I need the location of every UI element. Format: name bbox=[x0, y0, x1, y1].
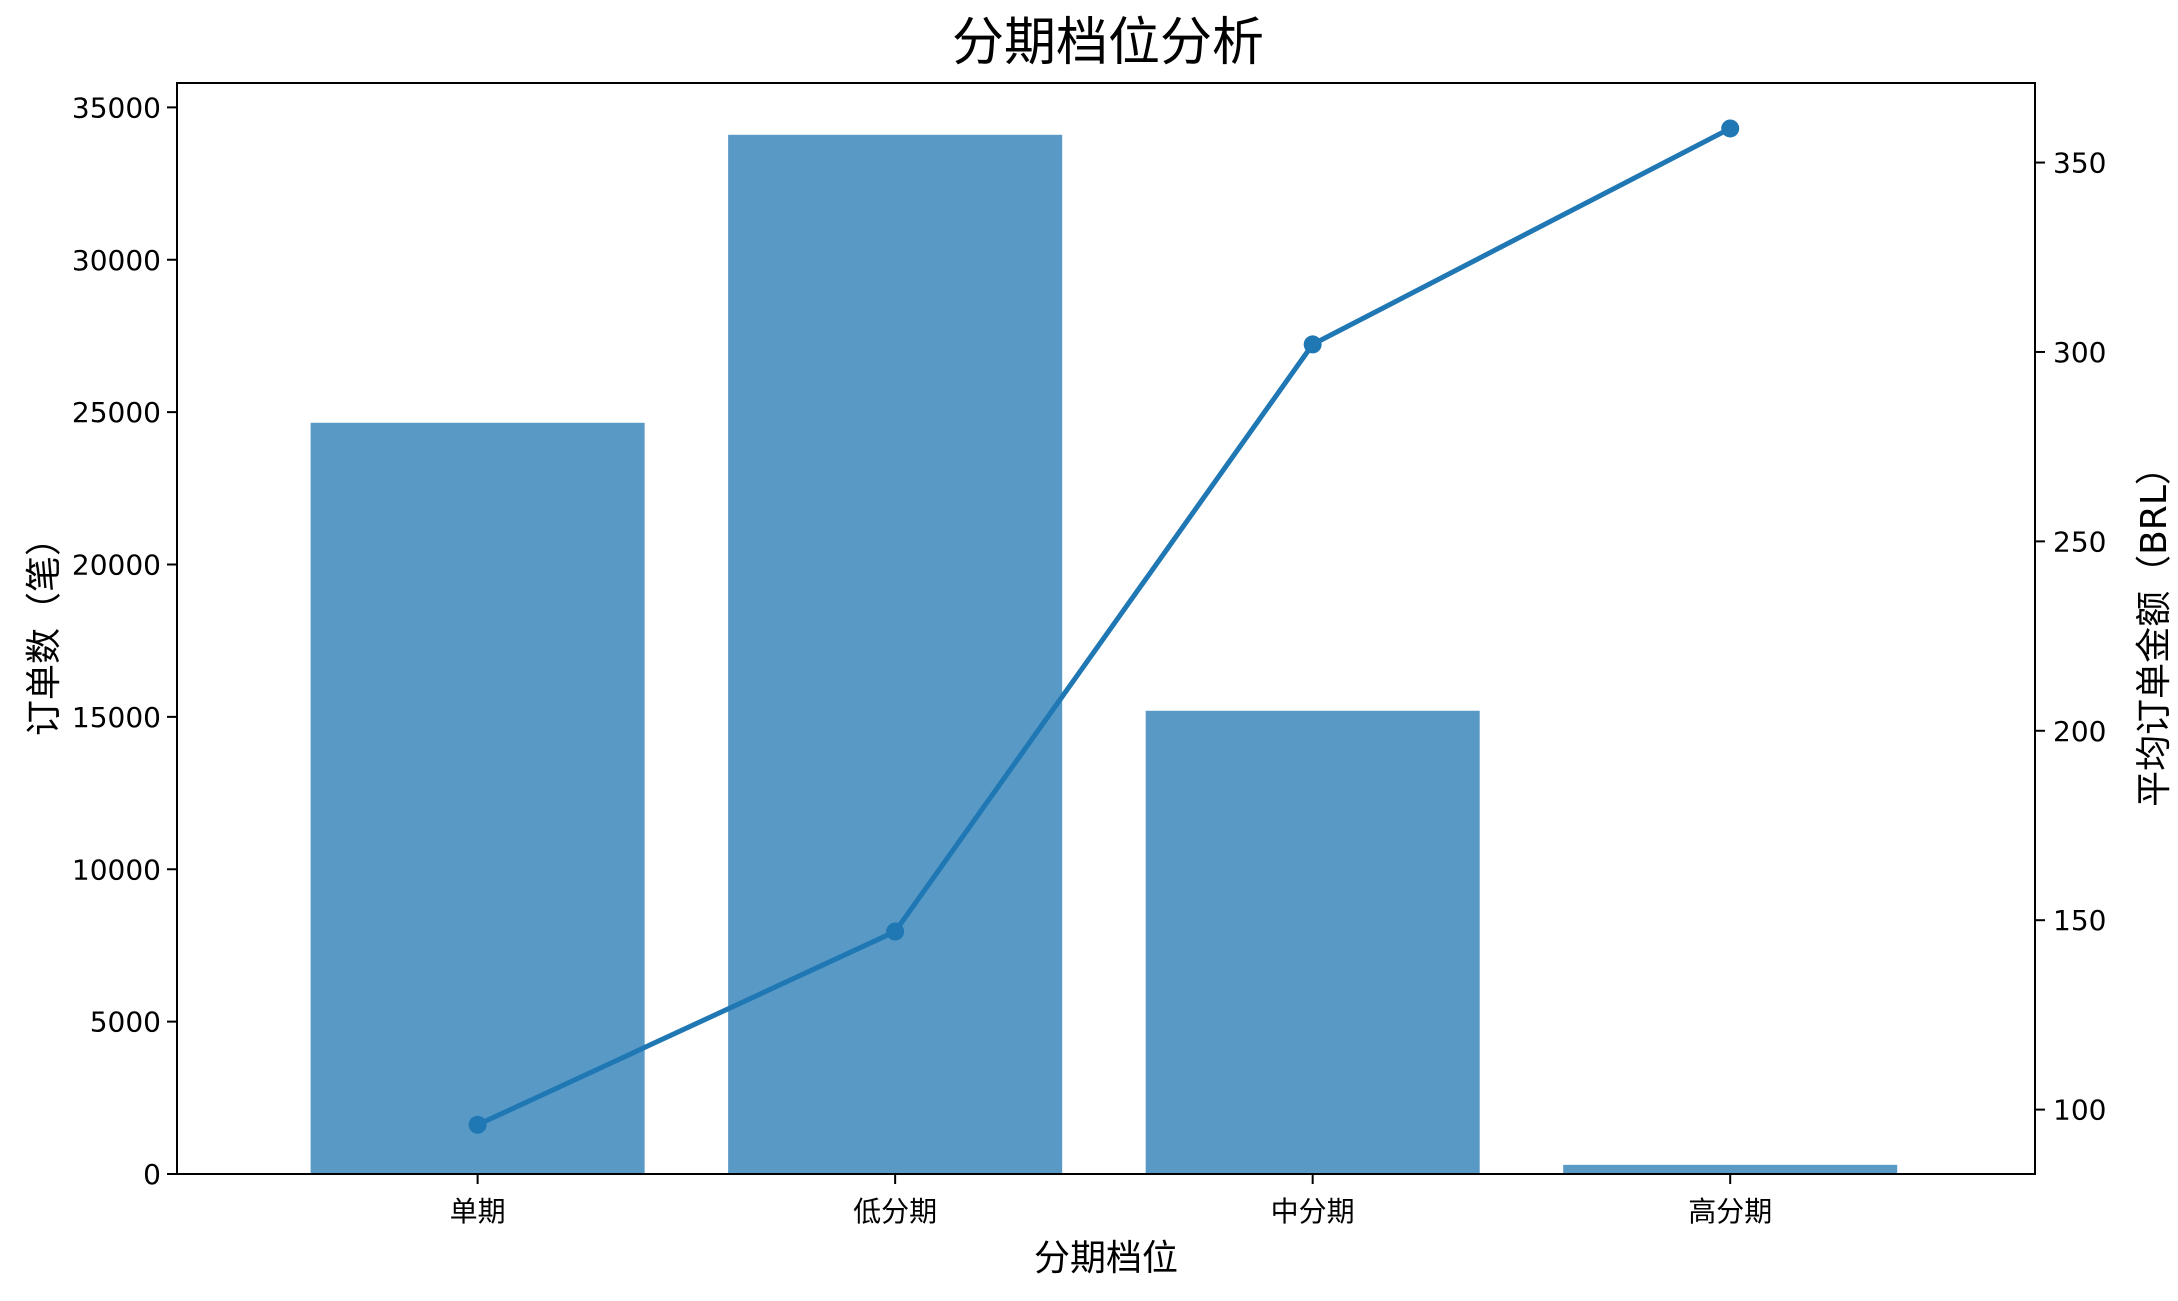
y-tick-label-3: 15000 bbox=[72, 701, 161, 734]
x-tick-label-2: 中分期 bbox=[1271, 1195, 1355, 1228]
y2-tick-label-5: 350 bbox=[2053, 147, 2106, 180]
line-series bbox=[476, 126, 1732, 1128]
y2-tick-label-0: 100 bbox=[2053, 1094, 2106, 1127]
y-tick-label-4: 20000 bbox=[72, 549, 161, 582]
x-tick-label-1: 低分期 bbox=[853, 1195, 937, 1228]
y2-tick-label-4: 300 bbox=[2053, 336, 2106, 369]
x-tick-label-3: 高分期 bbox=[1688, 1195, 1772, 1228]
line-point-0 bbox=[468, 1115, 487, 1134]
left-y-axis: 0 5000 10000 15000 20000 25000 30000 35000 bbox=[72, 91, 177, 1191]
y2-axis-label: 平均订单金额（BRL） bbox=[2134, 449, 2175, 807]
bar-0 bbox=[310, 422, 645, 1174]
bar-2 bbox=[1145, 710, 1480, 1174]
line-point-3 bbox=[1721, 119, 1740, 138]
y-tick-label-7: 35000 bbox=[72, 91, 161, 124]
y2-tick-label-2: 200 bbox=[2053, 715, 2106, 748]
y-tick-label-6: 30000 bbox=[72, 244, 161, 277]
bar-3 bbox=[1563, 1164, 1898, 1174]
y-tick-label-0: 0 bbox=[143, 1158, 161, 1191]
bars-layer bbox=[310, 134, 1898, 1175]
bar-1 bbox=[728, 134, 1063, 1175]
y2-tick-label-3: 250 bbox=[2053, 525, 2106, 558]
y-tick-label-2: 10000 bbox=[72, 853, 161, 886]
line-layer bbox=[468, 119, 1740, 1134]
chart-title: 分期档位分析 bbox=[952, 13, 1264, 73]
line-point-1 bbox=[886, 922, 905, 941]
x-axis-label: 分期档位 bbox=[1034, 1238, 1178, 1279]
y-tick-label-1: 5000 bbox=[90, 1006, 161, 1039]
x-axis: 单期 低分期 中分期 高分期 bbox=[450, 1174, 1772, 1228]
plot-frame bbox=[176, 82, 2036, 1175]
y-axis-label: 订单数（笔） bbox=[24, 520, 65, 736]
x-tick-label-0: 单期 bbox=[450, 1195, 506, 1228]
y-tick-label-5: 25000 bbox=[72, 396, 161, 429]
y2-tick-label-1: 150 bbox=[2053, 904, 2106, 937]
right-y-axis: 100 150 200 250 300 350 bbox=[2035, 147, 2106, 1127]
line-point-2 bbox=[1303, 335, 1322, 354]
